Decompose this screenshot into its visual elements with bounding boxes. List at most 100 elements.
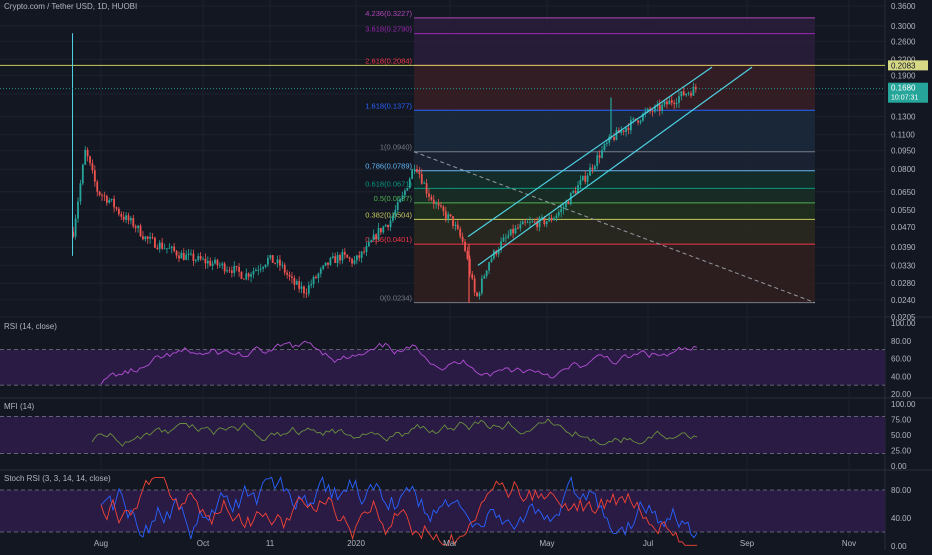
candle-body (639, 120, 642, 123)
x-axis-label: Aug (94, 539, 108, 548)
candle-body (480, 278, 483, 294)
candle-body (312, 276, 315, 285)
candle-body (488, 262, 490, 271)
candle-body (449, 214, 452, 217)
mfi-tick-label: 0.00 (891, 462, 907, 471)
fib-zone (414, 151, 815, 171)
candle-body (627, 127, 630, 131)
fib-level-label: 0.618(0.0671) (365, 179, 412, 188)
candle-body (211, 263, 214, 266)
x-axis-label: May (539, 539, 554, 548)
annotated-level-tag (888, 60, 928, 71)
candle-body (175, 250, 178, 256)
candle-body (166, 248, 168, 250)
candle-body (137, 225, 140, 229)
candle-body (329, 257, 332, 265)
candle-body (613, 137, 615, 140)
candle-body (197, 255, 200, 261)
candle-body (408, 178, 411, 188)
candle-body (504, 237, 507, 239)
candle-body (687, 93, 690, 94)
candle-body (413, 168, 416, 170)
candle-body (319, 268, 322, 274)
rsi-pane-title[interactable]: RSI (14, close) (4, 322, 57, 331)
candle-body (276, 259, 279, 264)
candle-body (512, 229, 515, 234)
candle-body (615, 130, 618, 140)
fib-level-label: 1.618(0.1377) (365, 101, 412, 110)
candle-body (269, 255, 272, 259)
candle-body (584, 175, 587, 182)
candle-body (163, 248, 166, 250)
fib-level-label: 0.5(0.0587) (374, 194, 413, 203)
candle-body (418, 171, 421, 174)
candle-body (560, 208, 563, 213)
candle-body (690, 93, 692, 96)
candle-body (557, 212, 560, 216)
candle-body (416, 168, 418, 172)
candle-body (468, 258, 471, 275)
price-tick-label: 0.1300 (891, 113, 916, 122)
candle-body (548, 217, 551, 222)
symbol-title[interactable]: Crypto.com / Tether USD, 1D, HUOBI (4, 2, 138, 11)
candle-body (529, 221, 531, 223)
candle-body (533, 221, 536, 223)
candle-body (507, 235, 510, 238)
price-tick-label: 0.0550 (891, 206, 916, 215)
candle-body (139, 225, 142, 237)
stoch-tick-label: 80.00 (891, 486, 912, 495)
candle-body (113, 198, 115, 208)
x-axis-label: Jul (643, 539, 653, 548)
x-axis-label: Nov (842, 539, 856, 548)
candle-body (122, 216, 125, 220)
candle-body (360, 251, 363, 258)
candle-body (209, 260, 212, 266)
rsi-tick-label: 100.00 (891, 319, 916, 328)
candle-body (115, 207, 118, 209)
candle-body (536, 221, 539, 228)
candle-body (324, 262, 327, 266)
candle-body (476, 292, 478, 297)
candle-body (389, 220, 392, 228)
candle-body (149, 237, 152, 239)
candle-body (670, 100, 673, 103)
candle-body (79, 183, 82, 202)
candle-body (307, 285, 310, 294)
candle-body (274, 262, 277, 264)
fib-level-label: 0(0.0234) (380, 294, 413, 303)
candle-body (264, 264, 267, 268)
candle-body (411, 169, 414, 179)
rsi-tick-label: 40.00 (891, 372, 912, 381)
candle-body (384, 225, 387, 227)
candle-body (300, 286, 303, 289)
candle-body (387, 225, 390, 228)
candle-body (84, 149, 87, 165)
candle-body (89, 156, 91, 164)
mfi-band (0, 416, 885, 454)
candle-body (226, 270, 228, 272)
descending-trend-line (413, 151, 816, 304)
candle-body (396, 202, 399, 211)
x-axis-label: Oct (197, 539, 210, 548)
candle-body (483, 276, 486, 279)
candle-body (250, 274, 252, 277)
candle-body (502, 237, 505, 242)
candle-body (242, 278, 245, 280)
candle-body (298, 281, 301, 289)
candle-body (567, 201, 570, 205)
candle-body (598, 155, 601, 158)
mfi-pane-title[interactable]: MFI (14) (4, 402, 35, 411)
fib-zone (414, 170, 815, 189)
candle-body (72, 231, 75, 237)
candle-body (555, 215, 558, 219)
candle-body (632, 118, 635, 120)
candle-body (382, 226, 385, 233)
candle-body (622, 130, 625, 132)
candle-body (120, 214, 123, 217)
candle-body (218, 265, 221, 266)
candle-body (442, 206, 445, 212)
candle-body (591, 167, 594, 170)
mfi-tick-label: 50.00 (891, 431, 912, 440)
stoch-rsi-pane-title[interactable]: Stoch RSI (3, 3, 14, 14, close) (4, 474, 111, 483)
